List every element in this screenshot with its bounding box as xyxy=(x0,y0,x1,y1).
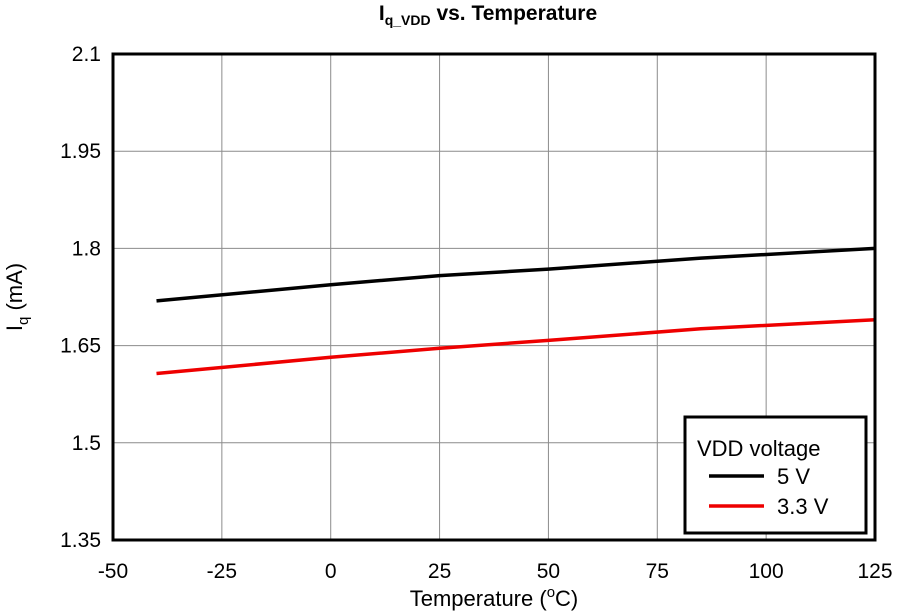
x-axis-label: Temperature (oC) xyxy=(410,584,579,611)
x-tick-label: 75 xyxy=(646,560,669,583)
chart-title-main: I xyxy=(379,2,385,25)
series-line-2 xyxy=(156,317,876,376)
y-axis-label-main: I xyxy=(2,325,27,331)
y-tick-label: 1.8 xyxy=(72,237,101,260)
y-tick-label: 1.65 xyxy=(60,335,101,358)
legend-title: VDD voltage xyxy=(697,436,821,461)
chart-title-rest: vs. Temperature xyxy=(431,2,598,25)
x-tick-label: 125 xyxy=(857,560,892,583)
x-axis-label-sup: o xyxy=(547,584,555,601)
y-tick-label: 2.1 xyxy=(72,43,101,66)
chart-title-subscript: q_VDD xyxy=(385,12,431,28)
x-axis-label-main: Temperature ( xyxy=(410,586,548,611)
x-tick-labels: -50 -25 0 25 50 75 100 125 xyxy=(98,560,893,583)
y-tick-label: 1.35 xyxy=(60,529,101,552)
y-tick-label: 1.5 xyxy=(72,432,101,455)
y-tick-label: 1.95 xyxy=(60,140,101,163)
legend-items: 5 V 3.3 V xyxy=(709,464,829,519)
x-tick-label: 100 xyxy=(749,560,784,583)
chart-title: Iq_VDD vs. Temperature xyxy=(379,2,597,28)
y-axis-label: Iq (mA) xyxy=(2,263,32,331)
y-tick-labels: 1.35 1.5 1.65 1.8 1.95 2.1 xyxy=(60,43,101,552)
series-line-1 xyxy=(156,246,876,303)
y-axis-label-end: (mA) xyxy=(2,263,27,317)
x-tick-label: 0 xyxy=(325,560,337,583)
x-axis-label-end: C) xyxy=(555,586,578,611)
plot-area xyxy=(111,52,877,542)
legend: VDD voltage 5 V 3.3 V xyxy=(683,415,868,535)
legend-label: 3.3 V xyxy=(777,494,829,519)
x-tick-label: 25 xyxy=(428,560,451,583)
x-tick-label: 50 xyxy=(537,560,560,583)
y-axis-label-sub: q xyxy=(15,317,32,325)
x-tick-label: -25 xyxy=(207,560,237,583)
series-lines xyxy=(156,246,876,376)
legend-label: 5 V xyxy=(777,464,810,489)
x-tick-label: -50 xyxy=(98,560,128,583)
